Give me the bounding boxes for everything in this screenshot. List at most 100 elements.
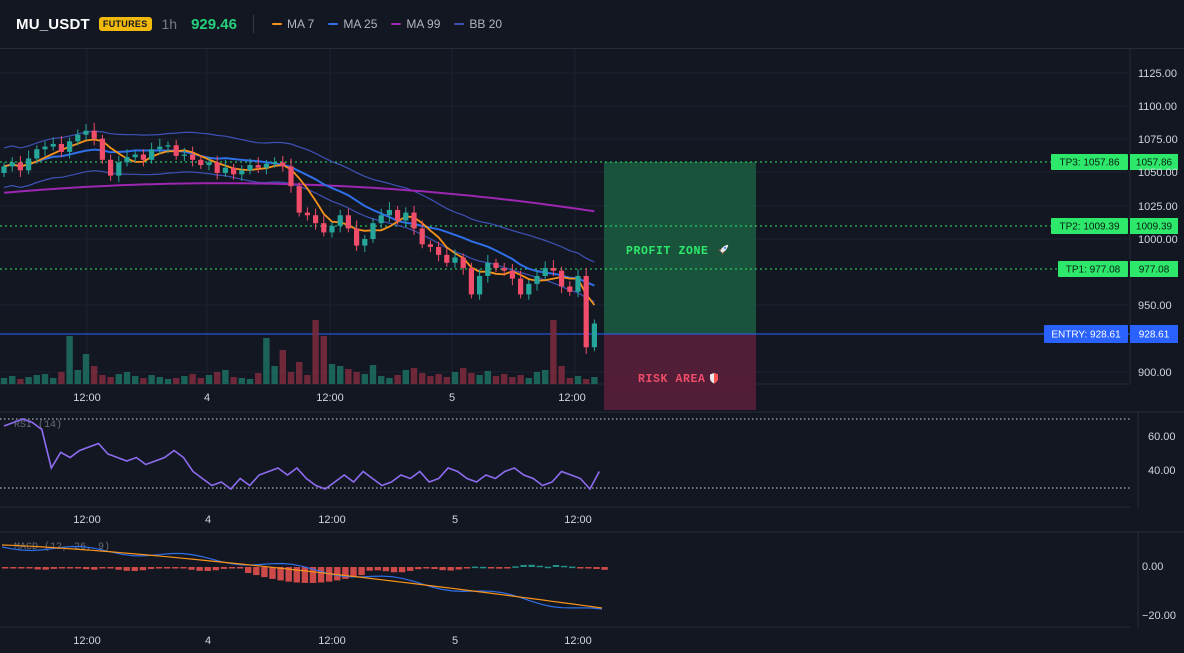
bb20-line-swatch-icon [454, 23, 465, 25]
macd-hist-bar [496, 567, 503, 569]
volume-bar [246, 379, 254, 384]
legend-ma25[interactable]: MA 25 [328, 17, 377, 31]
legend-bb20[interactable]: BB 20 [454, 17, 502, 31]
entry-value: 928.61 [1139, 330, 1170, 341]
tp1-value: 977.08 [1139, 265, 1170, 276]
volume-bar [173, 378, 180, 384]
macd-hist-bar [520, 564, 527, 567]
tp1-value-tag [1130, 261, 1178, 277]
macd-hist-bar [196, 567, 203, 571]
legend-ma7[interactable]: MA 7 [271, 17, 315, 31]
volume-bar [345, 369, 352, 384]
candle-body [239, 170, 245, 175]
macd-hist-bar [309, 567, 317, 583]
timeframe-selector[interactable]: 1h [161, 16, 178, 32]
macd-hist-bar [220, 567, 228, 569]
ma25-line-swatch-icon [328, 23, 339, 25]
volume-bar [9, 376, 16, 384]
volume-bar [197, 378, 204, 384]
macd-hist-bar [26, 567, 33, 569]
rsi-tick: 40.00 [1148, 465, 1176, 477]
volume-bar [107, 377, 114, 384]
legend-ma7-label: MA 7 [286, 17, 315, 31]
macd-hist-bar [204, 567, 211, 571]
macd-hist-bar [228, 567, 236, 569]
macd-hist-bar [2, 567, 9, 569]
time-axis-rsi[interactable]: 12:00 4 12:00 5 12:00 [73, 514, 592, 526]
candle-body [296, 186, 302, 213]
volume-bar [287, 372, 295, 384]
chart-header: MU_USDT FUTURES 1h 929.46 MA 7 MA 25 MA … [0, 0, 1184, 49]
candle-body [559, 270, 565, 287]
volume-bar [460, 368, 467, 384]
volume-bar [583, 379, 590, 384]
volume-bar [82, 354, 90, 384]
candle-body [444, 254, 450, 263]
volume-bar [148, 375, 155, 384]
candle-body [395, 209, 401, 221]
macd-hist-bar [91, 567, 98, 570]
macd-hist-bar [374, 567, 381, 571]
tp3-value-tag [1130, 154, 1178, 170]
time-tick: 12:00 [318, 514, 346, 526]
legend-ma99[interactable]: MA 99 [391, 17, 440, 31]
volume-bar [525, 378, 532, 384]
macd-hist-bar [188, 567, 195, 570]
candle-body [173, 145, 179, 156]
volume-bar [132, 376, 139, 384]
volume-bar [99, 375, 106, 384]
macd-hist-bar [544, 566, 552, 569]
volume-bar [214, 372, 221, 384]
macd-hist-bar [34, 567, 41, 570]
candle-body [345, 215, 351, 229]
tp3-value: 1057.86 [1136, 158, 1173, 169]
macd-hist-bar [528, 564, 535, 567]
candle-body [575, 275, 581, 292]
macd-hist-bar [577, 567, 584, 569]
symbol-name[interactable]: MU_USDT [16, 15, 90, 33]
macd-hist-bar [366, 567, 373, 571]
macd-hist-bar [164, 567, 171, 569]
macd-histogram [2, 564, 608, 583]
macd-hist-bar [10, 567, 17, 569]
volume-bar [58, 372, 65, 384]
candle-body [1, 166, 7, 173]
tp2-tag[interactable] [1051, 218, 1128, 234]
volume-bar [353, 372, 360, 384]
candle-body [567, 286, 573, 292]
candle-body [214, 162, 220, 173]
candle-body [190, 154, 196, 160]
volume-bar [558, 366, 565, 384]
risk-zone [604, 334, 756, 410]
candle-body [518, 278, 524, 295]
macd-hist-bar [99, 567, 106, 569]
candle-body [116, 162, 122, 176]
macd-hist-bar [455, 567, 462, 570]
volume-bar [361, 374, 368, 384]
candle-body [91, 130, 97, 139]
time-axis-macd[interactable]: 12:00 4 12:00 5 12:00 [73, 635, 592, 647]
tp3-tag[interactable] [1051, 154, 1128, 170]
time-axis-main[interactable]: 12:00 4 12:00 5 12:00 [73, 392, 586, 404]
macd-hist-bar [212, 567, 219, 571]
macd-hist-bar [350, 567, 357, 578]
time-tick: 12:00 [558, 392, 586, 404]
volume-bar [574, 376, 582, 384]
tp1-tag[interactable] [1058, 261, 1128, 277]
macd-hist-bar [245, 567, 252, 573]
tp2-value: 1009.39 [1136, 222, 1173, 233]
macd-hist-bar [447, 567, 454, 571]
entry-tag[interactable] [1044, 325, 1128, 343]
macd-hist-bar [301, 567, 309, 583]
macd-hist-bar [512, 566, 519, 568]
candle-body [288, 166, 294, 187]
rsi-tick: 60.00 [1148, 431, 1176, 443]
volume-bar [501, 374, 508, 384]
macd-hist-bar [569, 566, 576, 569]
candle-body [427, 244, 433, 247]
volume-bar [255, 373, 262, 384]
macd-hist-bar [18, 567, 25, 569]
price-axis[interactable]: 1125.00 1100.00 1075.00 1050.00 1025.00 … [1138, 68, 1178, 379]
volume-bar [402, 370, 409, 384]
